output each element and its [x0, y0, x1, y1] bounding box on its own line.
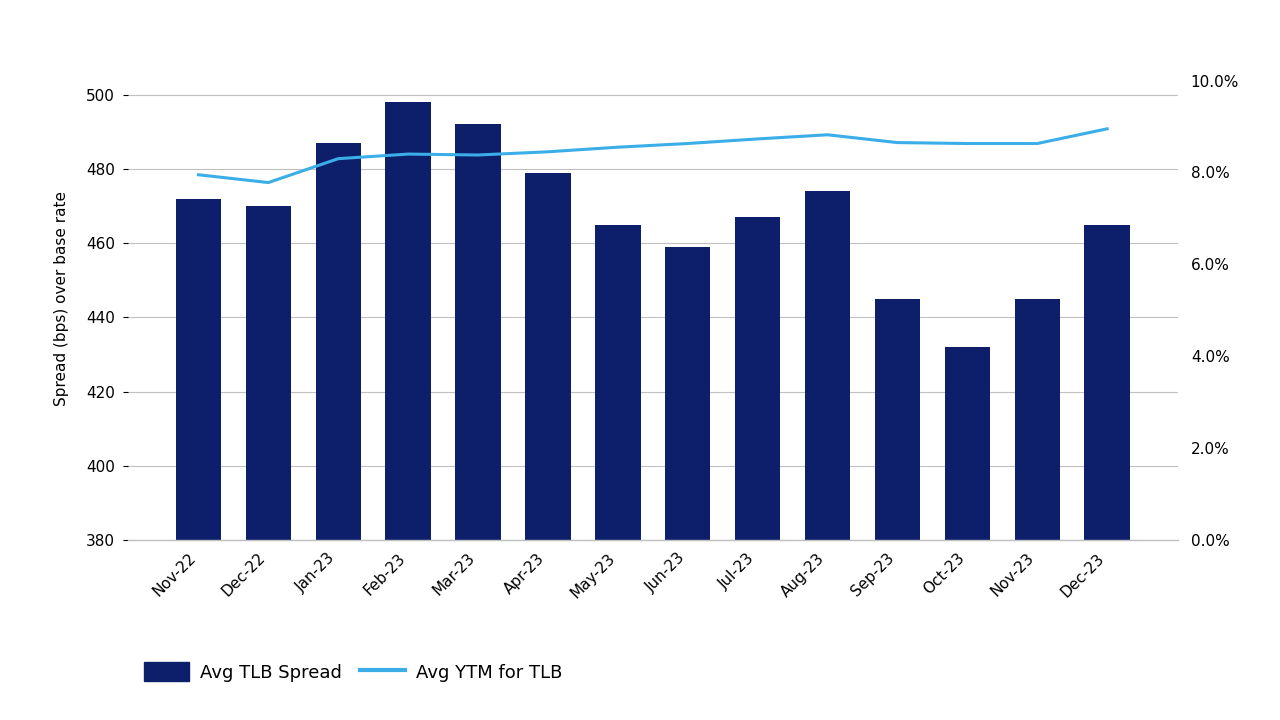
Bar: [874, 299, 920, 540]
Bar: [385, 102, 431, 540]
Bar: [595, 225, 640, 540]
Bar: [246, 206, 291, 540]
Y-axis label: Spread (bps) over base rate: Spread (bps) over base rate: [54, 192, 69, 406]
Bar: [945, 347, 991, 540]
Bar: [735, 217, 781, 540]
Legend: Avg TLB Spread, Avg YTM for TLB: Avg TLB Spread, Avg YTM for TLB: [137, 655, 570, 689]
Bar: [1084, 225, 1130, 540]
Bar: [315, 143, 361, 540]
Bar: [175, 199, 221, 540]
Bar: [805, 192, 850, 540]
Bar: [666, 247, 710, 540]
Bar: [456, 125, 500, 540]
Bar: [1015, 299, 1060, 540]
Bar: [525, 173, 571, 540]
